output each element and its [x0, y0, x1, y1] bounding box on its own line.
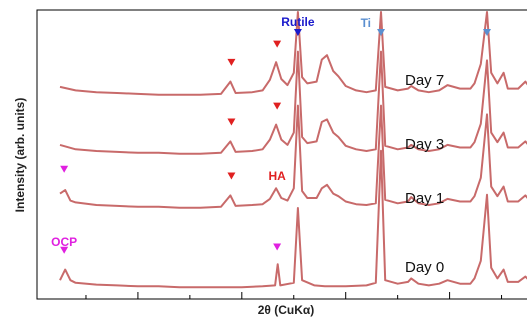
- phase-annotation: Ti: [361, 16, 371, 30]
- series-layer: [59, 11, 527, 289]
- phase-annotation: Rutile: [281, 15, 315, 29]
- peak-marker: [273, 243, 282, 251]
- phase-annotation: HA: [268, 169, 286, 183]
- peak-marker: [293, 29, 302, 36]
- plot-frame: [36, 9, 527, 300]
- peak-marker: [273, 102, 282, 110]
- y-axis-label: Intensity (arb. units): [13, 98, 27, 213]
- series-line-day-7: [59, 11, 527, 96]
- series-label: Day 3: [405, 136, 444, 153]
- peak-marker: [377, 29, 386, 36]
- x-ticks: [85, 292, 503, 299]
- phase-annotation: OCP: [51, 235, 77, 249]
- peak-marker: [227, 118, 236, 126]
- peak-marker: [483, 29, 491, 36]
- peak-marker: [273, 40, 282, 48]
- series-line-day-3: [59, 50, 527, 155]
- series-label-layer: Day 7 Day 3 Day 1 Day 0: [405, 72, 444, 276]
- peak-marker: [227, 172, 236, 180]
- annotation-layer: Rutile Ti HA OCP: [51, 15, 371, 249]
- series-label: Day 0: [405, 259, 444, 276]
- peak-marker: [60, 165, 69, 173]
- peak-marker: [60, 246, 69, 254]
- series-line-day-1: [59, 104, 527, 209]
- series-line-day-0: [59, 149, 527, 289]
- series-label: Day 7: [405, 72, 444, 89]
- peak-marker: [227, 58, 236, 66]
- x-axis-label: 2θ (CuKα): [258, 303, 315, 317]
- marker-layer: [60, 29, 491, 254]
- series-label: Day 1: [405, 190, 444, 207]
